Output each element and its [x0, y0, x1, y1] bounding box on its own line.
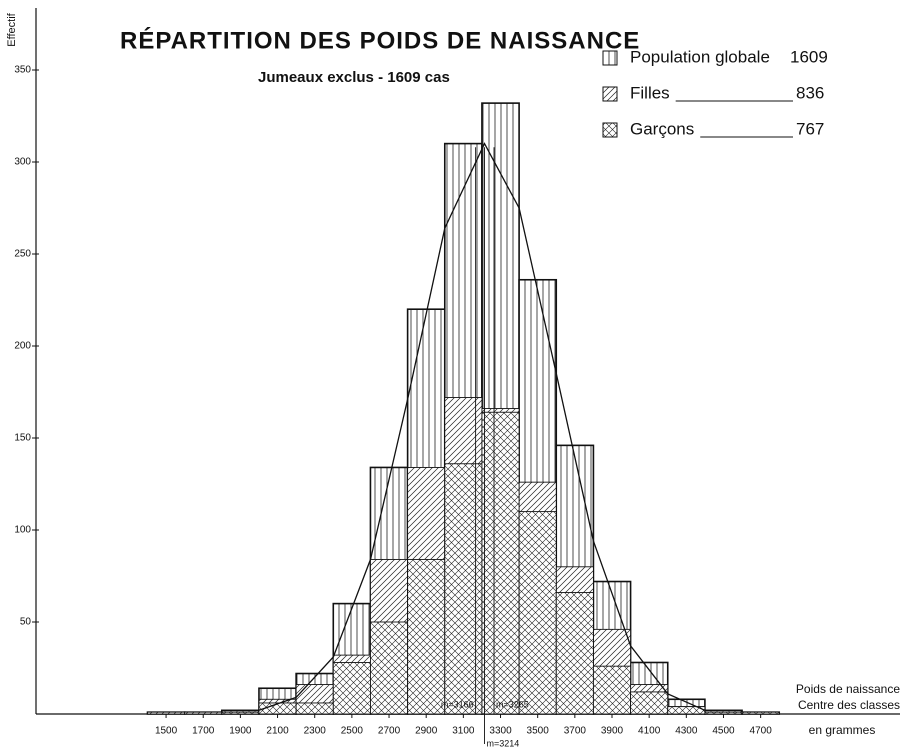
x-tick-label: 3300 [489, 726, 512, 737]
y-tick-label: 50 [20, 617, 32, 628]
histogram-bar [481, 411, 520, 715]
x-tick-label: 2900 [415, 726, 438, 737]
histogram-bar [741, 711, 780, 715]
y-tick-label: 300 [14, 157, 31, 168]
legend-count: 767 [796, 119, 824, 138]
x-tick-label: 4700 [750, 726, 773, 737]
y-tick-label: 150 [14, 433, 31, 444]
y-tick-label: 350 [14, 65, 31, 76]
histogram-bar [407, 558, 446, 715]
x-tick-label: 2700 [378, 726, 401, 737]
x-tick-label: 1900 [229, 726, 252, 737]
histogram-bar [518, 511, 557, 715]
legend-count: 1609 [790, 47, 828, 66]
y-tick-label: 200 [14, 341, 31, 352]
y-tick-label: 250 [14, 249, 31, 260]
legend-label: Garçons [630, 119, 694, 138]
mean-label: m=3265 [496, 699, 529, 709]
x-tick-label: 3900 [601, 726, 624, 737]
histogram-bar [184, 711, 223, 715]
x-tick-label: 4100 [638, 726, 661, 737]
x-tick-label: 2500 [341, 726, 364, 737]
legend-swatch [602, 122, 618, 138]
legend-swatch [602, 86, 618, 102]
y-tick-label: 100 [14, 525, 31, 536]
x-tick-label: 3700 [564, 726, 587, 737]
x-tick-label: 1700 [192, 726, 215, 737]
mean-label: m=3214 [487, 738, 520, 748]
histogram-bar [444, 463, 483, 715]
histogram-bar [221, 711, 260, 715]
x-axis-label: en grammes [809, 723, 876, 737]
histogram-bar [555, 592, 594, 715]
legend-label: Population globale [630, 47, 770, 66]
histogram-bar [147, 711, 186, 715]
chart-title: RÉPARTITION DES POIDS DE NAISSANCE [120, 26, 640, 54]
legend-swatch [602, 50, 618, 66]
x-axis-label: Centre des classes [798, 698, 900, 712]
x-tick-label: 2100 [266, 726, 289, 737]
histogram-bar [667, 706, 706, 715]
x-tick-label: 3100 [452, 726, 475, 737]
histogram-bar [332, 662, 371, 715]
histogram-bar [630, 691, 669, 715]
chart-subtitle: Jumeaux exclus - 1609 cas [258, 69, 450, 86]
histogram-bar [592, 665, 632, 715]
histogram-bar [370, 621, 409, 715]
mean-label: m=3166 [441, 699, 474, 709]
x-tick-label: 4500 [712, 726, 735, 737]
histogram-bar [704, 711, 743, 715]
x-tick-label: 3500 [527, 726, 550, 737]
x-tick-label: 4300 [675, 726, 698, 737]
x-tick-label: 1500 [155, 726, 178, 737]
legend-label: Filles [630, 83, 670, 102]
x-tick-label: 2300 [304, 726, 327, 737]
histogram-bar [295, 702, 334, 715]
legend-count: 836 [796, 83, 824, 102]
fitted-curve [258, 142, 706, 711]
y-axis-label: Effectif [6, 12, 18, 46]
x-axis-label: Poids de naissance [796, 682, 900, 696]
